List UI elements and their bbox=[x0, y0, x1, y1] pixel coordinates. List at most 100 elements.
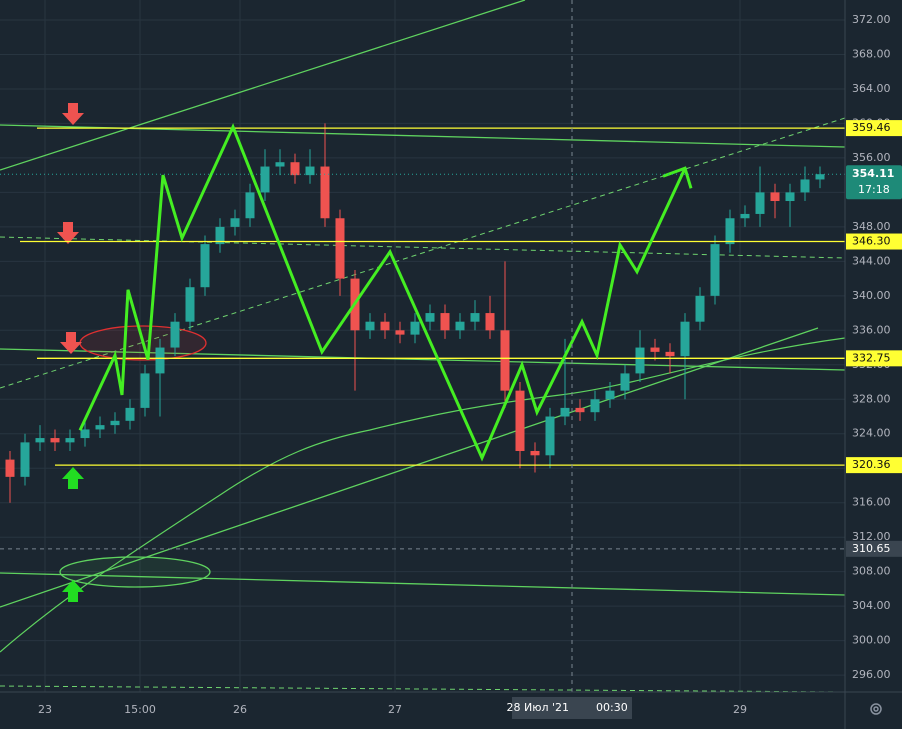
candle-body bbox=[710, 244, 720, 296]
dashed-trend-line bbox=[0, 236, 846, 259]
crosshair-y-label: 310.65 bbox=[852, 542, 891, 555]
y-tick-label: 328.00 bbox=[852, 392, 891, 405]
level-label: 320.36 bbox=[852, 458, 891, 471]
down-arrow bbox=[62, 103, 84, 125]
x-tick-label: 26 bbox=[233, 703, 247, 716]
candle-body bbox=[155, 347, 165, 374]
candle-body bbox=[425, 313, 435, 322]
y-tick-label: 340.00 bbox=[852, 289, 891, 302]
candle-body bbox=[410, 321, 420, 335]
candle-body bbox=[20, 442, 30, 477]
candle-body bbox=[185, 287, 195, 322]
candle-body bbox=[635, 347, 645, 374]
y-tick-label: 296.00 bbox=[852, 668, 891, 681]
y-tick-label: 300.00 bbox=[852, 634, 891, 647]
candle-body bbox=[560, 407, 570, 417]
candle-body bbox=[650, 347, 660, 352]
zigzag bbox=[78, 123, 687, 462]
candle-body bbox=[380, 321, 390, 331]
candle-body bbox=[530, 450, 540, 456]
candle-body bbox=[680, 321, 690, 357]
candle-body bbox=[605, 390, 615, 400]
candle-body bbox=[800, 179, 810, 193]
candle-body bbox=[95, 425, 105, 430]
y-tick-label: 344.00 bbox=[852, 254, 891, 267]
down-arrow bbox=[57, 222, 79, 244]
down-arrow bbox=[60, 332, 82, 354]
trend-line bbox=[0, 327, 819, 608]
level-label: 346.30 bbox=[852, 235, 891, 248]
candle-body bbox=[125, 407, 135, 421]
candle-body bbox=[215, 226, 225, 245]
x-tick-label: 23 bbox=[38, 703, 52, 716]
candle-body bbox=[200, 244, 210, 288]
crosshair-y-bg bbox=[846, 540, 902, 557]
current-price-label: 354.11 bbox=[852, 167, 894, 180]
trend-line bbox=[0, 572, 846, 596]
y-tick-label: 304.00 bbox=[852, 599, 891, 612]
current-price-bg bbox=[846, 165, 902, 200]
highlight-ellipse bbox=[59, 556, 211, 588]
level-label-bg bbox=[846, 350, 902, 367]
up-arrow bbox=[62, 467, 84, 489]
moving-average bbox=[0, 337, 846, 653]
trend-line bbox=[0, 0, 526, 171]
crosshair-date-label: 28 Июл '21 bbox=[506, 701, 569, 714]
candle-body bbox=[5, 459, 15, 477]
candle-body bbox=[470, 313, 480, 322]
up-arrow bbox=[62, 580, 84, 602]
candle-body bbox=[170, 321, 180, 348]
settings-icon[interactable] bbox=[870, 703, 882, 715]
y-tick-label: 368.00 bbox=[852, 47, 891, 60]
candle-body bbox=[515, 390, 525, 451]
candle-body bbox=[770, 192, 780, 202]
candle-body bbox=[335, 218, 345, 279]
level-label-bg bbox=[846, 457, 902, 474]
candle-body bbox=[620, 373, 630, 391]
x-tick-label: 15:00 bbox=[124, 703, 156, 716]
y-tick-label: 356.00 bbox=[852, 151, 891, 164]
candle-body bbox=[440, 313, 450, 331]
candle-body bbox=[35, 438, 45, 443]
candle-body bbox=[50, 438, 60, 443]
x-tick-label: 29 bbox=[733, 703, 747, 716]
y-tick-label: 324.00 bbox=[852, 427, 891, 440]
candle-body bbox=[485, 313, 495, 331]
y-tick-label: 316.00 bbox=[852, 496, 891, 509]
candle-body bbox=[740, 213, 750, 219]
dashed-trend-line bbox=[0, 685, 846, 693]
candle-body bbox=[665, 351, 675, 357]
zigzag-arrowhead bbox=[662, 166, 693, 189]
candle-body bbox=[260, 166, 270, 193]
candle-body bbox=[320, 166, 330, 219]
crosshair-x-bg bbox=[512, 697, 632, 719]
level-label: 359.46 bbox=[852, 121, 891, 134]
candle-body bbox=[545, 416, 555, 456]
candle-body bbox=[755, 192, 765, 214]
level-label-bg bbox=[846, 120, 902, 137]
level-label-bg bbox=[846, 233, 902, 250]
candle-body bbox=[305, 166, 315, 176]
y-tick-label: 308.00 bbox=[852, 565, 891, 578]
candle-body bbox=[365, 321, 375, 331]
candle-body bbox=[500, 330, 510, 391]
y-tick-label: 312.00 bbox=[852, 530, 891, 543]
candle-body bbox=[695, 295, 705, 322]
candle-body bbox=[230, 218, 240, 227]
y-tick-label: 348.00 bbox=[852, 220, 891, 233]
candle-body bbox=[785, 192, 795, 202]
candle-body bbox=[395, 330, 405, 335]
candle-body bbox=[815, 174, 825, 180]
candle-body bbox=[590, 399, 600, 413]
countdown-label: 17:18 bbox=[858, 183, 890, 196]
candle-body bbox=[575, 407, 585, 413]
y-tick-label: 364.00 bbox=[852, 82, 891, 95]
dashed-trend-line bbox=[0, 117, 846, 389]
y-tick-label: 372.00 bbox=[852, 13, 891, 26]
candle-body bbox=[110, 420, 120, 426]
candle-body bbox=[455, 321, 465, 331]
candle-body bbox=[725, 218, 735, 245]
candle-body bbox=[65, 438, 75, 443]
y-tick-label: 336.00 bbox=[852, 323, 891, 336]
